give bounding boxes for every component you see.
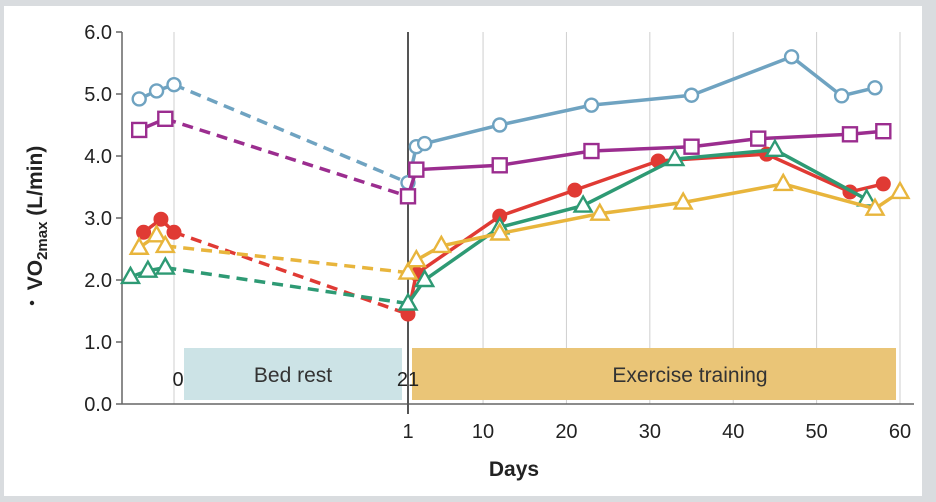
data-point [683,87,700,103]
data-point [864,197,886,216]
exercise-training-label: Exercise training [612,364,767,387]
x-tick-label: 1 [402,421,413,443]
data-point [405,248,427,268]
x-tick-label: 60 [889,421,911,443]
data-point [416,135,433,152]
data-point [166,224,182,240]
grid-lines [173,32,901,404]
x-tick-label: 30 [639,421,661,443]
data-point [875,122,892,140]
y-tick-label: 2.0 [84,270,112,292]
y-tick-label: 6.0 [84,22,112,44]
data-point [875,176,891,192]
data-point [136,224,152,240]
series-4 [128,172,911,280]
data-point [833,88,850,104]
x-axis-title: Days [489,458,539,481]
series-line-training [406,148,868,305]
data-point [166,76,182,93]
data-point [750,130,767,147]
series-line-bedrest [165,244,409,275]
data-point [131,91,147,107]
y-axis-title-dot [29,300,35,306]
data-point [130,121,148,139]
series-line-training [406,54,876,184]
data-point [683,138,700,155]
series-lines [119,49,911,322]
data-point [841,126,859,143]
series-3 [119,138,878,311]
x-tick-label-bedrest-start: 0 [172,369,183,391]
series-line-training [406,152,884,315]
data-point [572,194,594,213]
data-point [764,138,786,158]
x-tick-label: 10 [472,421,494,443]
series-line-bedrest [164,117,409,198]
series-0 [131,49,883,191]
phase-bands [184,348,896,400]
bed-rest-band [184,348,402,400]
data-point [589,202,611,221]
series-2 [136,146,891,322]
data-point [399,188,417,205]
data-point [672,191,694,210]
data-point [153,211,169,227]
data-point [408,161,425,178]
y-tick-label: 1.0 [84,332,112,354]
data-point [146,223,168,243]
data-point [489,222,511,241]
x-tick-label-bedrest-end: 21 [397,369,419,391]
data-point [154,256,176,275]
y-tick-label: 5.0 [84,84,112,106]
data-point [397,261,419,280]
vo2max-line-chart: 0.0 1.0 2.0 3.0 4.0 5.0 6.0 Bed rest Exercise tr… [24,22,914,481]
data-point [148,83,165,99]
series-line-training [406,129,884,197]
data-point [128,236,150,255]
series-line-bedrest [173,83,409,185]
bed-rest-label: Bed rest [254,364,332,387]
series-line-bedrest [165,265,409,306]
x-tick-label: 50 [805,421,827,443]
data-point [430,234,452,254]
data-point [772,172,794,192]
series-line-bedrest [173,230,409,316]
data-point [583,97,600,113]
data-point [492,117,508,133]
data-point [414,268,436,288]
y-tick-label: 4.0 [84,146,112,168]
data-point [567,182,583,198]
x-tick-label: 40 [722,421,744,443]
data-point [157,110,174,128]
y-axis-title: VO2max (L/min) [24,146,51,291]
y-tick-label: 0.0 [84,394,112,416]
x-tick-label: 20 [555,421,577,443]
axes [116,31,914,414]
data-point [889,180,911,200]
data-point [867,80,883,96]
exercise-training-band [412,348,896,400]
data-point [583,142,600,160]
axis-labels: 0.0 1.0 2.0 3.0 4.0 5.0 6.0 Bed rest Exercise tr… [24,22,911,481]
data-point [119,265,142,285]
data-point [783,49,800,65]
data-point [664,147,686,167]
y-tick-label: 3.0 [84,208,112,230]
data-point [137,259,159,278]
chart-panel: 0.0 1.0 2.0 3.0 4.0 5.0 6.0 Bed rest Exercise tr… [4,6,922,496]
series-1 [130,110,892,205]
data-point [397,292,419,311]
data-point [154,234,176,254]
data-point [491,157,508,174]
